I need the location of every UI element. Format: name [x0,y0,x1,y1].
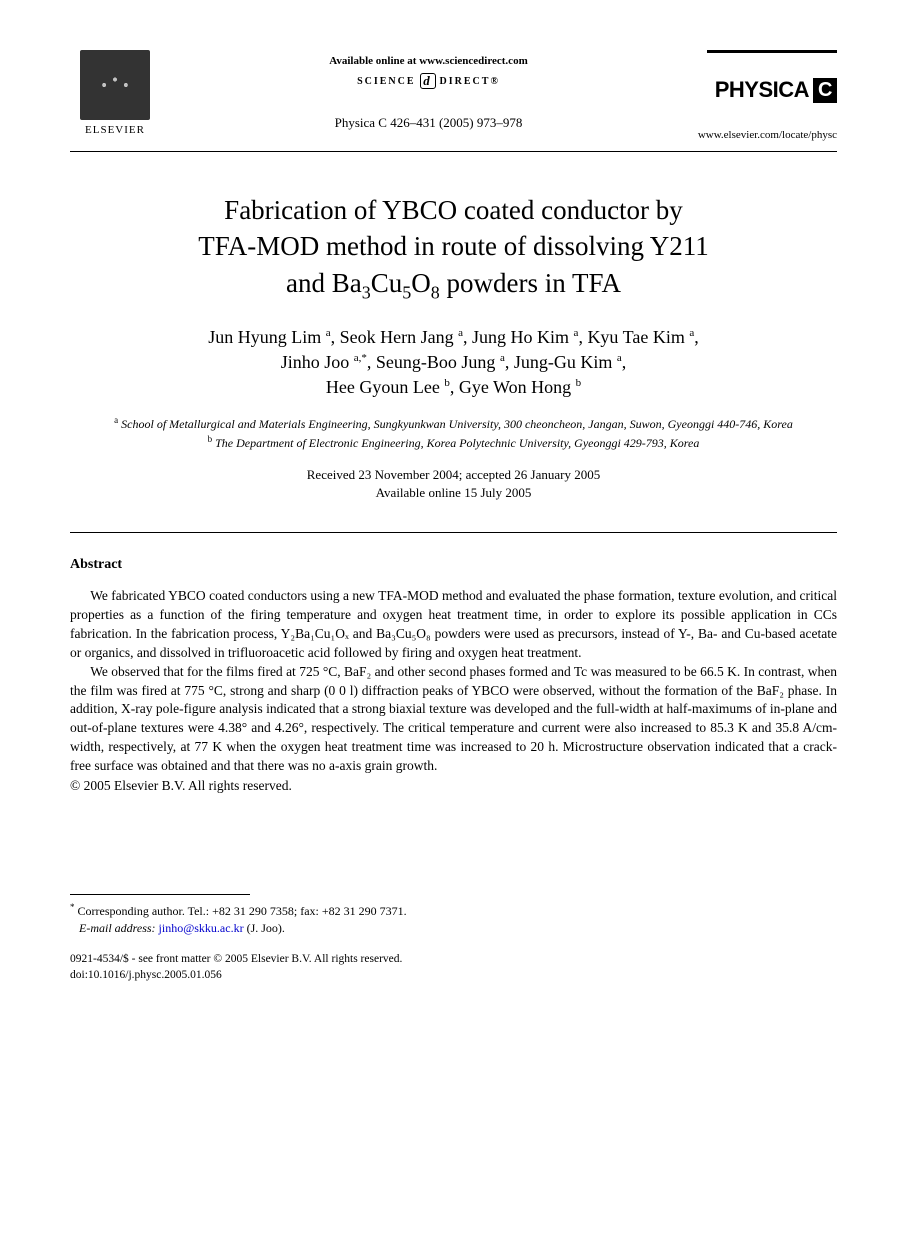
title-line3-mid: Cu [371,268,403,298]
copyright-line: © 2005 Elsevier B.V. All rights reserved… [70,778,837,794]
footnote-rule [70,894,250,895]
article-dates: Received 23 November 2004; accepted 26 J… [70,466,837,502]
abstract-divider [70,532,837,533]
author-7: Jung-Gu Kim [514,352,613,372]
journal-block: PHYSICA C www.elsevier.com/locate/physc [697,50,837,141]
article-title: Fabrication of YBCO coated conductor by … [70,192,837,305]
header-divider [70,151,837,152]
title-sub3: 8 [431,282,440,302]
sciencedirect-left: SCIENCE [357,76,415,87]
author-6: Seung-Boo Jung [376,352,496,372]
abstract-body: We fabricated YBCO coated conductors usi… [70,587,837,776]
corresponding-author: * Corresponding author. Tel.: +82 31 290… [70,901,837,937]
title-line3-post: powders in TFA [440,268,621,298]
publisher-logo-block: ELSEVIER [70,50,160,136]
corresp-text: Corresponding author. Tel.: +82 31 290 7… [75,904,407,918]
journal-rule [707,50,837,53]
author-1-aff: a [326,327,331,339]
journal-url: www.elsevier.com/locate/physc [698,129,837,141]
footer-line1: 0921-4534/$ - see front matter © 2005 El… [70,953,402,965]
corresp-email-link[interactable]: jinho@skku.ac.kr [159,921,244,935]
corresp-person: (J. Joo). [244,921,285,935]
aff-a-text: School of Metallurgical and Materials En… [118,417,793,431]
available-online-text: Available online at www.sciencedirect.co… [329,55,527,67]
title-sub1: 3 [362,282,371,302]
abstract-p2: We observed that for the films fired at … [70,663,837,776]
sciencedirect-d-icon: d [420,73,436,89]
elsevier-tree-icon [80,50,150,120]
title-line1: Fabrication of YBCO coated conductor by [224,195,683,225]
affiliations: a School of Metallurgical and Materials … [70,414,837,452]
page-header: ELSEVIER Available online at www.science… [70,50,837,141]
author-1: Jun Hyung Lim [208,327,321,347]
author-9-aff: b [576,377,582,389]
author-list: Jun Hyung Lim a, Seok Hern Jang a, Jung … [70,325,837,401]
author-8-aff: b [444,377,450,389]
author-3: Jung Ho Kim [472,327,569,347]
abstract-heading: Abstract [70,557,837,573]
aff-b-text: The Department of Electronic Engineering… [212,436,699,450]
journal-name: PHYSICA C [715,77,837,103]
sciencedirect-logo: SCIENCE d DIRECT® [357,73,500,89]
header-center: Available online at www.sciencedirect.co… [160,50,697,131]
dates-received: Received 23 November 2004; accepted 26 J… [307,467,600,482]
journal-letter: C [813,78,837,103]
dates-online: Available online 15 July 2005 [376,485,532,500]
author-5: Jinho Joo [281,352,350,372]
email-label: E-mail address: [79,921,156,935]
abstract-p1: We fabricated YBCO coated conductors usi… [70,587,837,663]
author-4-aff: a [689,327,694,339]
footer-meta: 0921-4534/$ - see front matter © 2005 El… [70,951,837,983]
footer-doi: doi:10.1016/j.physc.2005.01.056 [70,969,222,981]
author-6-aff: a [500,352,505,364]
sciencedirect-right: DIRECT® [440,76,500,87]
title-line3-mid2: O [411,268,431,298]
author-5-aff: a,* [354,352,367,364]
title-line3-pre: and Ba [286,268,362,298]
article-citation: Physica C 426–431 (2005) 973–978 [335,115,523,131]
publisher-label: ELSEVIER [85,124,145,136]
author-3-aff: a [574,327,579,339]
journal-name-text: PHYSICA [715,77,809,103]
author-2-aff: a [458,327,463,339]
title-line2: TFA-MOD method in route of dissolving Y2… [198,231,708,261]
author-9: Gye Won Hong [459,377,571,397]
author-4: Kyu Tae Kim [587,327,684,347]
author-2: Seok Hern Jang [340,327,454,347]
author-7-aff: a [617,352,622,364]
author-8: Hee Gyoun Lee [326,377,440,397]
title-sub2: 5 [402,282,411,302]
